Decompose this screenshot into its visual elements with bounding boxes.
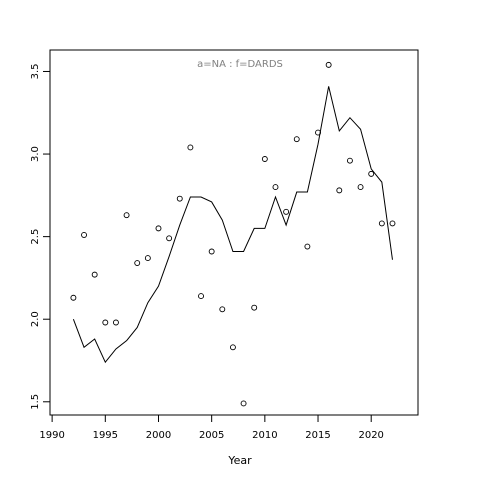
y-tick-label: 3.5: [30, 64, 41, 80]
data-point: [102, 319, 109, 326]
x-tick-label: 2020: [358, 430, 383, 441]
data-point: [283, 208, 290, 215]
data-point: [293, 136, 300, 143]
data-point: [91, 271, 98, 278]
data-point: [81, 232, 87, 238]
data-point: [144, 255, 151, 262]
data-point: [166, 235, 173, 242]
y-tick-label: 3.0: [30, 146, 41, 162]
data-point: [261, 156, 268, 162]
y-tick-label: 1.5: [30, 394, 41, 410]
x-axis-label: Year: [227, 454, 252, 467]
y-tick-label: 2.0: [30, 311, 41, 327]
x-tick-label: 2000: [146, 430, 171, 441]
data-point: [155, 225, 162, 232]
x-tick-label: 1995: [93, 430, 118, 441]
data-point: [325, 61, 332, 68]
data-point: [272, 184, 279, 191]
data-point: [176, 195, 183, 202]
x-tick-label: 2010: [252, 430, 277, 441]
data-point: [357, 184, 364, 191]
data-point: [208, 248, 215, 255]
y-tick-label: 2.5: [30, 229, 41, 245]
data-point: [346, 157, 353, 164]
data-point: [378, 220, 385, 227]
data-point: [219, 306, 226, 313]
data-point: [368, 170, 375, 177]
data-point: [389, 220, 396, 227]
x-tick-label: 1990: [39, 430, 64, 441]
trend-line: [72, 86, 393, 364]
data-point: [70, 294, 77, 301]
data-point: [229, 344, 236, 351]
data-point: [112, 319, 119, 326]
data-point: [336, 187, 343, 194]
data-point: [240, 400, 247, 407]
data-point: [251, 304, 258, 311]
annotation: a=NA : f=DARDS: [197, 59, 283, 70]
data-point: [304, 243, 311, 250]
data-point: [198, 293, 204, 300]
data-point: [187, 144, 194, 151]
x-tick-label: 2005: [199, 430, 224, 441]
data-point: [134, 260, 141, 267]
data-point: [123, 212, 130, 219]
x-tick-label: 2015: [305, 430, 330, 441]
